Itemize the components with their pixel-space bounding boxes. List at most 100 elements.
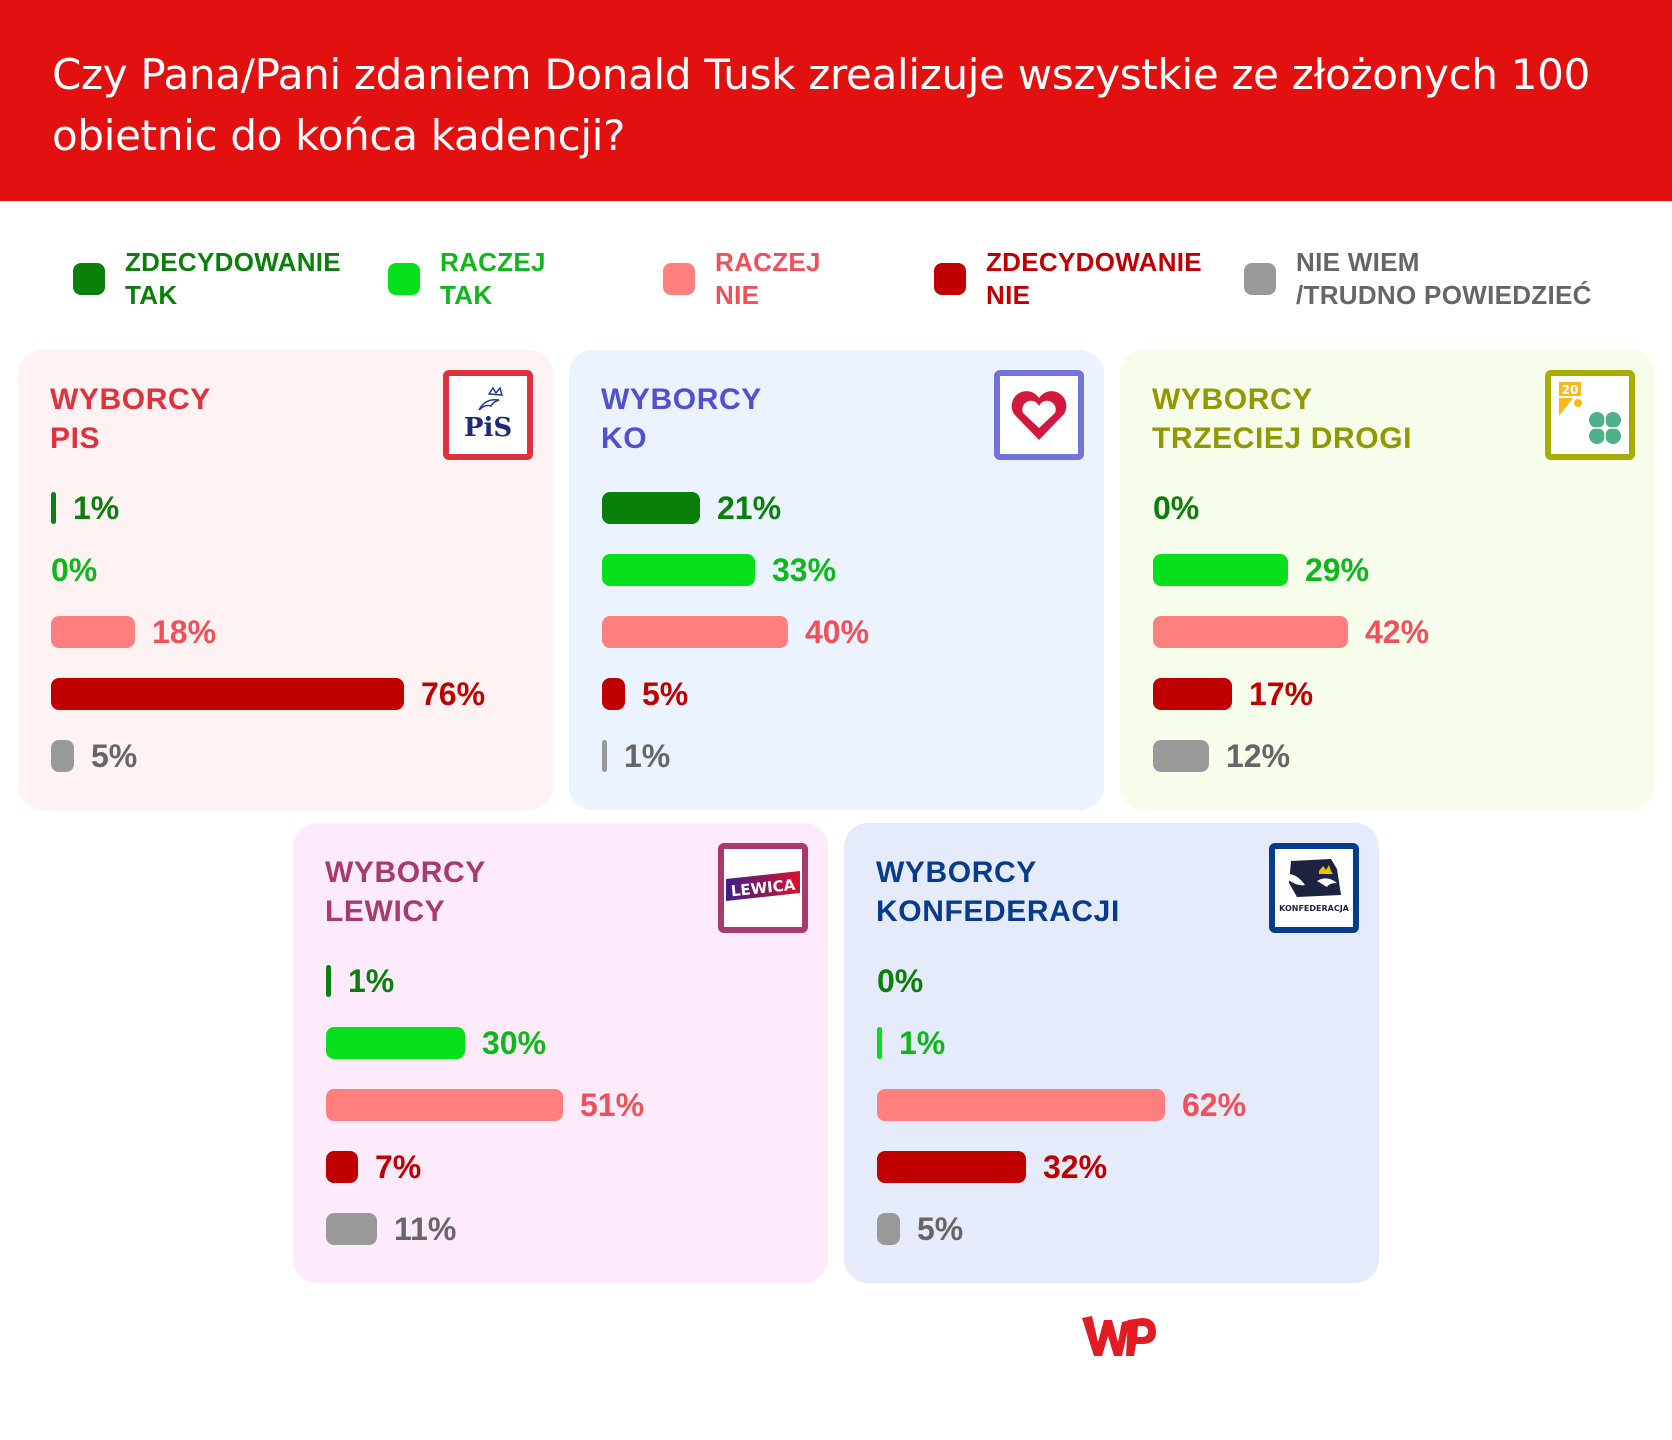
bar-value: 17% — [1249, 676, 1314, 712]
bar — [877, 1213, 900, 1245]
chart-title: Czy Pana/Pani zdaniem Donald Tusk zreali… — [52, 50, 1590, 160]
bar — [602, 678, 625, 710]
bar-value: 21% — [717, 490, 782, 526]
bar-value: 62% — [1182, 1087, 1247, 1123]
bar — [326, 1151, 358, 1183]
svg-text:PiS: PiS — [464, 413, 512, 443]
legend-item-raczej-nie: RACZEJ NIE — [663, 246, 821, 312]
legend-item-raczej-tak: RACZEJ TAK — [388, 246, 546, 312]
panel-title: WYBORCY TRZECIEJ DROGI — [1152, 383, 1413, 455]
bar-value: 5% — [91, 738, 138, 774]
bar-value: 18% — [152, 614, 217, 650]
legend-swatch — [388, 263, 420, 295]
legend-item-zdecydowanie-nie: ZDECYDOWANIE NIE — [934, 246, 1202, 312]
bar-value: 40% — [805, 614, 870, 650]
legend-item-nie-wiem: NIE WIEM /TRUDNO POWIEDZIEĆ — [1244, 246, 1592, 312]
legend-label: ZDECYDOWANIE TAK — [125, 247, 341, 310]
bar-list: 0% 29% 42% 17% 12% — [1153, 492, 1429, 802]
source-note: źródło: United Surveys dla Wirtualnej Po… — [614, 0, 962, 19]
bar-row-nie-wiem: 5% — [51, 740, 485, 802]
bar-value: 30% — [482, 1025, 547, 1061]
bar — [1153, 740, 1209, 772]
trzecia-droga-logo-icon: 20 — [1545, 370, 1635, 460]
bar-value: 51% — [580, 1087, 645, 1123]
panel-title: WYBORCY LEWICY — [325, 856, 486, 928]
pis-logo-icon: PiS — [443, 370, 533, 460]
legend-label: ZDECYDOWANIE NIE — [986, 247, 1202, 310]
bar-value: 1% — [899, 1025, 946, 1061]
bar-row-zdecydowanie-nie: 7% — [326, 1151, 644, 1213]
svg-text:KONFEDERACJA: KONFEDERACJA — [1279, 904, 1350, 913]
bar-list: 0% 1% 62% 32% 5% — [877, 965, 1246, 1275]
panel-konfederacja: WYBORCY KONFEDERACJI KONFEDERACJA 0% 1% … — [844, 823, 1379, 1283]
bar-row-zdecydowanie-nie: 5% — [602, 678, 869, 740]
bar-row-nie-wiem: 11% — [326, 1213, 644, 1275]
bar-value: 1% — [348, 963, 395, 999]
bar — [51, 678, 404, 710]
bar — [877, 1027, 882, 1059]
bar-row-nie-wiem: 1% — [602, 740, 869, 802]
bar-row-zdecydowanie-nie: 32% — [877, 1151, 1246, 1213]
bar-value: 33% — [772, 552, 837, 588]
bar-value: 12% — [1226, 738, 1291, 774]
panel-title: WYBORCY KO — [601, 383, 762, 455]
legend: ZDECYDOWANIE TAK RACZEJ TAK RACZEJ NIE Z… — [0, 246, 1672, 316]
bar-value: 1% — [73, 490, 120, 526]
bar — [51, 740, 74, 772]
bar-row-nie-wiem: 12% — [1153, 740, 1429, 802]
bar-row-raczej-nie: 42% — [1153, 616, 1429, 678]
legend-swatch — [663, 263, 695, 295]
survey-date-note: czas realizacji badań: 18.03.2024, metod… — [645, 0, 1027, 19]
legend-swatch — [73, 263, 105, 295]
bar-value: 0% — [877, 963, 924, 999]
title-banner: Czy Pana/Pani zdaniem Donald Tusk zreali… — [0, 0, 1672, 201]
bar-row-raczej-nie: 51% — [326, 1089, 644, 1151]
panel-lewica: WYBORCY LEWICY LEWICA 1% 30% 51% — [293, 823, 828, 1283]
bar-row-zdecydowanie-nie: 76% — [51, 678, 485, 740]
bar-value: 1% — [624, 738, 671, 774]
bar-row-raczej-tak: 33% — [602, 554, 869, 616]
legend-swatch — [1244, 263, 1276, 295]
bar-row-zdecydowanie-tak: 21% — [602, 492, 869, 554]
bar-row-zdecydowanie-nie: 17% — [1153, 678, 1429, 740]
bar — [326, 1027, 465, 1059]
bar-row-raczej-nie: 40% — [602, 616, 869, 678]
panel-title: WYBORCY KONFEDERACJI — [876, 856, 1120, 928]
bar — [326, 965, 331, 997]
bar-value: 76% — [421, 676, 486, 712]
panel-title: WYBORCY PIS — [50, 383, 211, 455]
bar — [51, 616, 135, 648]
bar-value: 29% — [1305, 552, 1370, 588]
bar-value: 42% — [1365, 614, 1430, 650]
bar — [877, 1089, 1165, 1121]
bar — [602, 616, 788, 648]
legend-item-zdecydowanie-tak: ZDECYDOWANIE TAK — [73, 246, 341, 312]
bar-row-raczej-tak: 29% — [1153, 554, 1429, 616]
bar-value: 0% — [51, 552, 98, 588]
bar-value: 7% — [375, 1149, 422, 1185]
bar — [1153, 678, 1232, 710]
wp-brand-logo-icon — [1082, 1316, 1156, 1356]
bar-value: 32% — [1043, 1149, 1108, 1185]
bar — [51, 492, 56, 524]
legend-label: NIE WIEM /TRUDNO POWIEDZIEĆ — [1296, 247, 1592, 310]
bar-list: 21% 33% 40% 5% 1% — [602, 492, 869, 802]
bar — [602, 492, 700, 524]
bar — [1153, 554, 1288, 586]
bar-row-raczej-nie: 62% — [877, 1089, 1246, 1151]
bar — [602, 554, 755, 586]
bar-row-zdecydowanie-tak: 0% — [1153, 492, 1429, 554]
lewica-logo-icon: LEWICA — [718, 843, 808, 933]
ko-heart-logo-icon — [994, 370, 1084, 460]
bar — [602, 740, 607, 772]
bar-row-raczej-tak: 30% — [326, 1027, 644, 1089]
bar-value: 0% — [1153, 490, 1200, 526]
bar-list: 1% 30% 51% 7% 11% — [326, 965, 644, 1275]
bar-value: 5% — [642, 676, 689, 712]
panel-pis: WYBORCY PIS PiS 1% 0% 18% 76% 5% — [18, 350, 553, 810]
svg-text:20: 20 — [1562, 383, 1579, 397]
panel-ko: WYBORCY KO 21% 33% 40% 5% 1% — [569, 350, 1104, 810]
bar — [1153, 616, 1348, 648]
panel-trzecia-droga: WYBORCY TRZECIEJ DROGI 20 0% 29% 42% — [1120, 350, 1655, 810]
bar-row-raczej-nie: 18% — [51, 616, 485, 678]
